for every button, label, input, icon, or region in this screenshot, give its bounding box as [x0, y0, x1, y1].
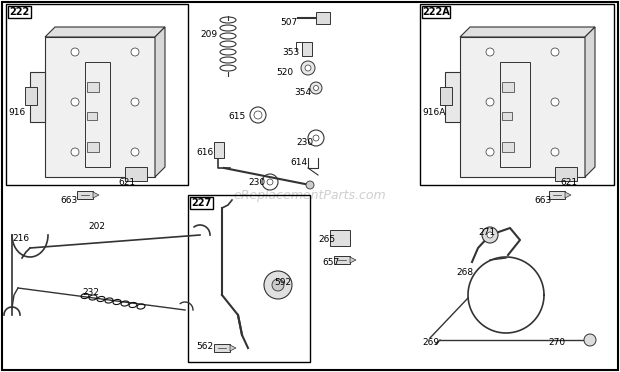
Circle shape — [487, 232, 493, 238]
Bar — [502, 112, 512, 120]
Text: 562: 562 — [196, 342, 213, 351]
Polygon shape — [93, 192, 99, 198]
Circle shape — [272, 279, 284, 291]
Polygon shape — [565, 192, 571, 198]
Text: 227: 227 — [192, 198, 211, 208]
Circle shape — [131, 48, 139, 56]
Circle shape — [71, 148, 79, 156]
Text: 269: 269 — [422, 338, 439, 347]
Text: 353: 353 — [282, 48, 299, 57]
Text: 916: 916 — [8, 108, 25, 117]
Text: 270: 270 — [548, 338, 565, 347]
Text: eReplacementParts.com: eReplacementParts.com — [234, 189, 386, 202]
Polygon shape — [155, 27, 165, 177]
Bar — [6, 4, 188, 185]
Circle shape — [306, 181, 314, 189]
Circle shape — [264, 271, 292, 299]
Polygon shape — [230, 345, 236, 351]
Circle shape — [305, 65, 311, 71]
Text: 271: 271 — [478, 228, 495, 237]
Circle shape — [71, 98, 79, 106]
Bar — [214, 344, 230, 352]
Bar — [440, 87, 452, 105]
Circle shape — [486, 98, 494, 106]
Polygon shape — [350, 257, 356, 263]
Polygon shape — [30, 72, 45, 122]
Text: 916A: 916A — [422, 108, 445, 117]
Bar — [422, 6, 450, 18]
Polygon shape — [460, 37, 585, 177]
Bar — [87, 112, 97, 120]
Text: 592: 592 — [274, 278, 291, 287]
Text: 616: 616 — [196, 148, 213, 157]
Circle shape — [301, 61, 315, 75]
Bar — [188, 195, 310, 362]
Text: 230: 230 — [296, 138, 313, 147]
Bar — [316, 12, 330, 24]
Bar — [549, 191, 565, 199]
Text: 615: 615 — [228, 112, 246, 121]
Bar — [87, 82, 99, 92]
Bar — [8, 6, 31, 18]
Text: 657: 657 — [322, 258, 339, 267]
Text: 222A: 222A — [422, 7, 450, 17]
Bar — [25, 87, 37, 105]
Text: 268: 268 — [456, 268, 473, 277]
Text: 354: 354 — [294, 88, 311, 97]
Text: 507: 507 — [280, 18, 297, 27]
Text: 614: 614 — [290, 158, 307, 167]
Text: 520: 520 — [276, 68, 293, 77]
Text: 621: 621 — [118, 178, 135, 187]
Text: 265: 265 — [318, 235, 335, 244]
Polygon shape — [585, 27, 595, 177]
Bar — [214, 142, 224, 158]
Circle shape — [551, 148, 559, 156]
Circle shape — [131, 98, 139, 106]
Polygon shape — [460, 27, 595, 37]
Circle shape — [310, 82, 322, 94]
Bar — [502, 142, 514, 152]
Bar — [302, 42, 312, 56]
Text: 216: 216 — [12, 234, 29, 243]
Text: 202: 202 — [88, 222, 105, 231]
Circle shape — [551, 48, 559, 56]
Bar — [77, 191, 93, 199]
Bar — [125, 167, 147, 181]
Bar — [190, 197, 213, 209]
Text: 621: 621 — [560, 178, 577, 187]
Text: 663: 663 — [534, 196, 551, 205]
Bar — [87, 142, 99, 152]
Text: 230: 230 — [248, 178, 265, 187]
Bar — [555, 167, 577, 181]
Circle shape — [584, 334, 596, 346]
Text: 209: 209 — [200, 30, 217, 39]
Text: 222: 222 — [9, 7, 30, 17]
Text: 232: 232 — [82, 288, 99, 297]
Circle shape — [131, 148, 139, 156]
Circle shape — [486, 48, 494, 56]
Circle shape — [314, 86, 319, 90]
Text: 663: 663 — [60, 196, 78, 205]
Circle shape — [551, 98, 559, 106]
Bar — [334, 256, 350, 264]
Circle shape — [482, 227, 498, 243]
Bar — [420, 4, 614, 185]
Bar — [330, 230, 350, 246]
Circle shape — [486, 148, 494, 156]
Polygon shape — [445, 72, 460, 122]
Polygon shape — [45, 37, 155, 177]
Polygon shape — [45, 27, 165, 37]
Circle shape — [71, 48, 79, 56]
Bar — [502, 82, 514, 92]
